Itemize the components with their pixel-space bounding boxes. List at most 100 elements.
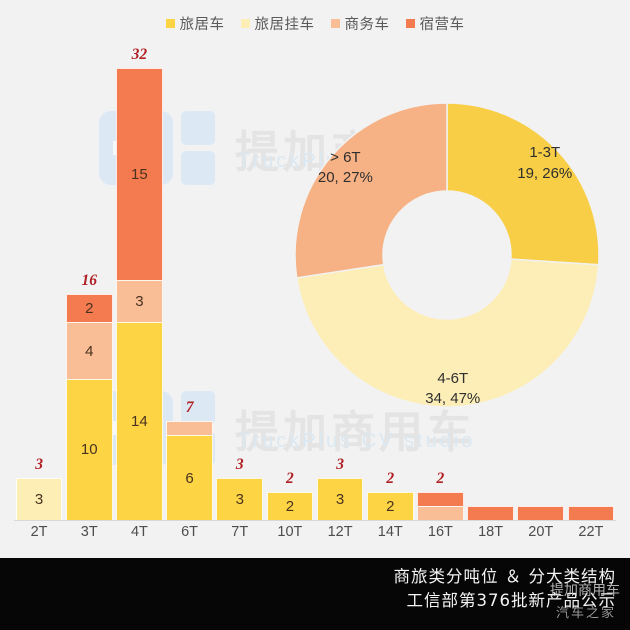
donut-slice-value: 34, 47% bbox=[425, 389, 481, 407]
bar-total-label: 7 bbox=[185, 399, 194, 417]
donut-slice-value: 19, 26% bbox=[517, 164, 573, 182]
donut-slice[interactable] bbox=[295, 258, 600, 408]
bar-column[interactable]: 3 bbox=[216, 477, 264, 520]
bar-total-label: 3 bbox=[235, 455, 244, 473]
x-axis-tick-label: 22T bbox=[578, 524, 604, 540]
x-axis-tick-label: 6T bbox=[181, 524, 199, 540]
x-axis-tick-label: 20T bbox=[528, 524, 554, 540]
donut-slice[interactable] bbox=[446, 102, 600, 266]
bar-segment-value: 3 bbox=[335, 490, 345, 508]
bar-segment-value: 3 bbox=[235, 490, 244, 508]
x-axis-tick-label: 2T bbox=[30, 524, 48, 540]
bar-total-label: 2 bbox=[436, 469, 445, 487]
donut-slice-label: > 6T 20, 27% bbox=[318, 147, 373, 188]
bar-segment[interactable]: 3 bbox=[15, 477, 63, 520]
bar-column[interactable]: 3 bbox=[316, 477, 364, 520]
bar-segment-value: 14 bbox=[131, 413, 148, 431]
bar-segment[interactable] bbox=[417, 491, 464, 506]
bar-segment-value: 10 bbox=[80, 441, 98, 459]
bar-segment[interactable]: 2 bbox=[266, 491, 314, 520]
legend-label: 旅居挂车 bbox=[254, 16, 315, 33]
bar-segment[interactable]: 2 bbox=[65, 294, 113, 323]
bar-total-label: 16 bbox=[81, 272, 98, 290]
bar-segment[interactable] bbox=[417, 505, 464, 520]
x-axis-tick-label: 10T bbox=[277, 524, 303, 540]
legend-label: 商务车 bbox=[344, 16, 390, 33]
bar-segment-value: 2 bbox=[85, 300, 94, 318]
bar-column[interactable]: 2 bbox=[366, 491, 414, 520]
bar-column[interactable] bbox=[517, 505, 565, 520]
donut-slice-label: 1-3T 19, 26% bbox=[517, 143, 572, 184]
x-axis-line bbox=[14, 520, 616, 521]
bar-segment[interactable]: 14 bbox=[116, 322, 163, 520]
bar-segment-value: 4 bbox=[85, 342, 94, 360]
legend-item-camper[interactable]: 宿营车 bbox=[405, 13, 465, 34]
bar-column[interactable] bbox=[417, 491, 464, 520]
bar-segment-value: 6 bbox=[185, 469, 194, 487]
bar-segment[interactable]: 6 bbox=[166, 435, 213, 520]
x-axis-tick-label: 12T bbox=[327, 524, 353, 540]
bar-column[interactable]: 14 3 15 bbox=[116, 68, 163, 520]
bar-total-label: 3 bbox=[336, 455, 344, 473]
legend-swatch-icon bbox=[165, 18, 175, 28]
bar-segment[interactable]: 10 bbox=[65, 378, 113, 520]
donut-slice-name: 4-6T bbox=[437, 369, 469, 387]
footer-banner: 商旅类分吨位 ＆ 分大类结构 工信部第376批新产品公示 提加商用车 汽车之家 bbox=[0, 558, 630, 630]
donut-slice-name: > 6T bbox=[330, 148, 361, 166]
bar-segment[interactable]: 15 bbox=[116, 68, 163, 281]
bar-segment[interactable] bbox=[567, 505, 615, 520]
x-axis-tick-label: 16T bbox=[427, 524, 453, 540]
x-axis-tick-label: 18T bbox=[478, 524, 504, 540]
bar-chart: 3 3 10 4 2 16 14 3 15 32 6 7 3 3 2 2 3 3 2 2 2 bbox=[14, 40, 616, 520]
footer-caption: 商旅类分吨位 ＆ 分大类结构 工信部第376批新产品公示 bbox=[394, 565, 617, 613]
bar-segment-value: 3 bbox=[34, 490, 44, 508]
legend-label: 旅居车 bbox=[179, 16, 225, 33]
bar-segment[interactable]: 3 bbox=[316, 477, 364, 520]
legend-swatch-icon bbox=[240, 18, 250, 28]
footer-watermark-source: 汽车之家 bbox=[555, 606, 616, 621]
donut-slice-name: 1-3T bbox=[529, 144, 561, 162]
legend-swatch-icon bbox=[405, 18, 415, 28]
x-axis-tick-label: 14T bbox=[377, 524, 403, 540]
bar-series-container: 3 3 10 4 2 16 14 3 15 32 6 7 3 3 2 2 3 3 2 2 2 bbox=[14, 40, 616, 520]
donut-slice[interactable] bbox=[294, 102, 448, 279]
bar-total-label: 2 bbox=[286, 469, 294, 487]
bar-total-label: 32 bbox=[131, 46, 148, 64]
legend-label: 宿营车 bbox=[419, 16, 465, 33]
bar-segment[interactable]: 2 bbox=[366, 491, 414, 520]
legend-item-trailer[interactable]: 旅居挂车 bbox=[240, 13, 315, 34]
x-axis-labels: 2T 3T 4T 6T 7T 10T 12T 14T 16T 18T 20T 22T bbox=[14, 524, 616, 550]
x-axis-tick-label: 3T bbox=[80, 524, 98, 540]
bar-segment-value: 15 bbox=[131, 166, 148, 184]
legend-item-business[interactable]: 商务车 bbox=[330, 13, 390, 34]
legend: 旅居车 旅居挂车 商务车 宿营车 bbox=[0, 12, 630, 34]
x-axis-tick-label: 7T bbox=[231, 524, 249, 540]
footer-watermark-brand: 提加商用车 bbox=[550, 583, 620, 599]
bar-segment-value: 2 bbox=[386, 497, 395, 515]
bar-column[interactable]: 10 4 2 bbox=[65, 294, 113, 520]
bar-segment[interactable]: 3 bbox=[216, 477, 264, 520]
bar-segment[interactable] bbox=[166, 421, 213, 436]
bar-segment-value: 2 bbox=[285, 497, 295, 515]
footer-title-line1: 商旅类分吨位 ＆ 分大类结构 bbox=[393, 567, 616, 586]
legend-item-rv[interactable]: 旅居车 bbox=[165, 13, 225, 34]
bar-column[interactable] bbox=[467, 505, 514, 520]
bar-column[interactable]: 6 bbox=[166, 421, 213, 520]
x-axis-tick-label: 4T bbox=[130, 524, 148, 540]
bar-total-label: 3 bbox=[35, 455, 43, 473]
bar-segment[interactable] bbox=[467, 505, 514, 520]
donut-svg bbox=[294, 102, 600, 408]
bar-segment[interactable]: 4 bbox=[65, 322, 113, 379]
footer-title-line2: 工信部第376批新产品公示 bbox=[406, 590, 616, 610]
bar-total-label: 2 bbox=[386, 469, 395, 487]
legend-swatch-icon bbox=[330, 18, 340, 28]
bar-segment-value: 3 bbox=[135, 293, 144, 311]
donut-slice-label: 4-6T 34, 47% bbox=[425, 369, 480, 410]
donut-chart: 1-3T 19, 26% 4-6T 34, 47% > 6T 20, 27% bbox=[287, 95, 607, 415]
bar-column[interactable] bbox=[567, 505, 615, 520]
bar-segment[interactable]: 3 bbox=[116, 280, 163, 323]
bar-segment[interactable] bbox=[517, 505, 565, 520]
bar-column[interactable]: 2 bbox=[266, 491, 314, 520]
bar-column[interactable]: 3 bbox=[15, 477, 63, 520]
